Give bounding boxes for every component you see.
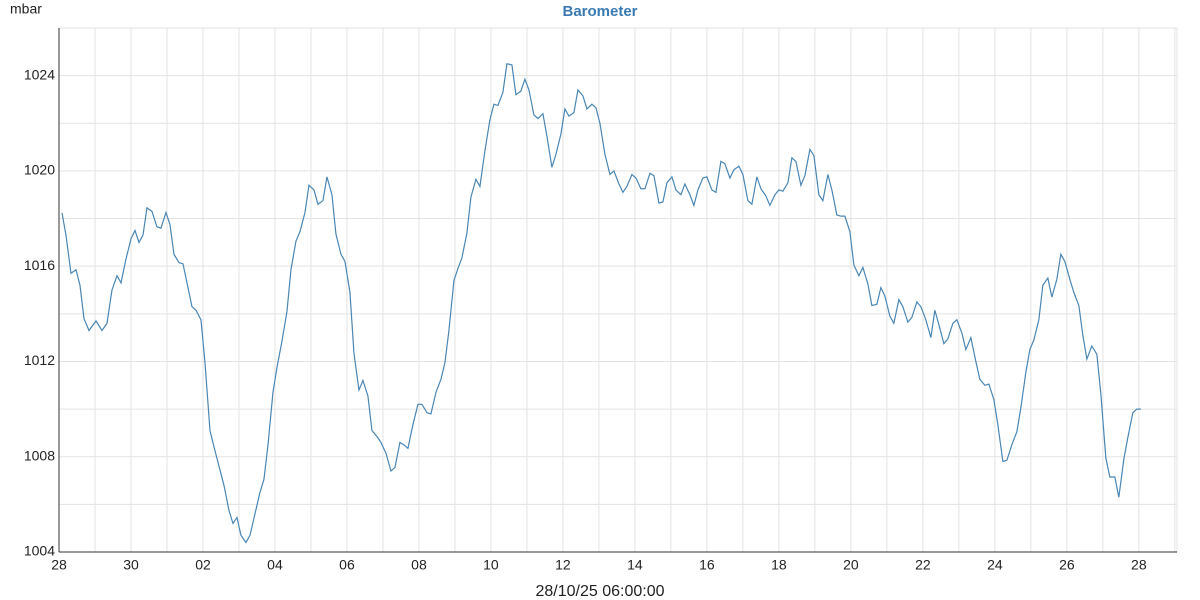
x-tick-label: 02 (195, 557, 211, 573)
chart-title: Barometer (562, 3, 637, 20)
y-tick-label: 1008 (24, 447, 55, 463)
x-tick-label: 04 (267, 557, 283, 573)
y-axis-label: mbar (10, 1, 42, 17)
y-tick-label: 1004 (24, 543, 55, 559)
x-tick-label: 26 (1059, 557, 1075, 573)
line-series (61, 62, 1141, 544)
x-tick-label: 22 (915, 557, 931, 573)
y-tick-label: 1012 (24, 352, 55, 368)
x-tick-label: 18 (771, 557, 787, 573)
x-tick-label: 12 (555, 557, 571, 573)
x-axis-label: 28/10/25 06:00:00 (535, 583, 664, 600)
y-tick-label: 1016 (24, 257, 55, 273)
y-tick-label: 1020 (24, 162, 55, 178)
x-tick-label: 28 (1131, 557, 1147, 573)
x-tick-label: 16 (699, 557, 715, 573)
x-tick-label: 06 (339, 557, 355, 573)
x-tick-label: 20 (843, 557, 859, 573)
x-tick-label: 28 (51, 557, 67, 573)
x-tick-label: 10 (483, 557, 499, 573)
x-tick-label: 24 (987, 557, 1003, 573)
x-tick-label: 14 (627, 557, 643, 573)
y-tick-label: 1024 (24, 66, 55, 82)
x-tick-label: 30 (123, 557, 139, 573)
x-tick-label: 08 (411, 557, 427, 573)
